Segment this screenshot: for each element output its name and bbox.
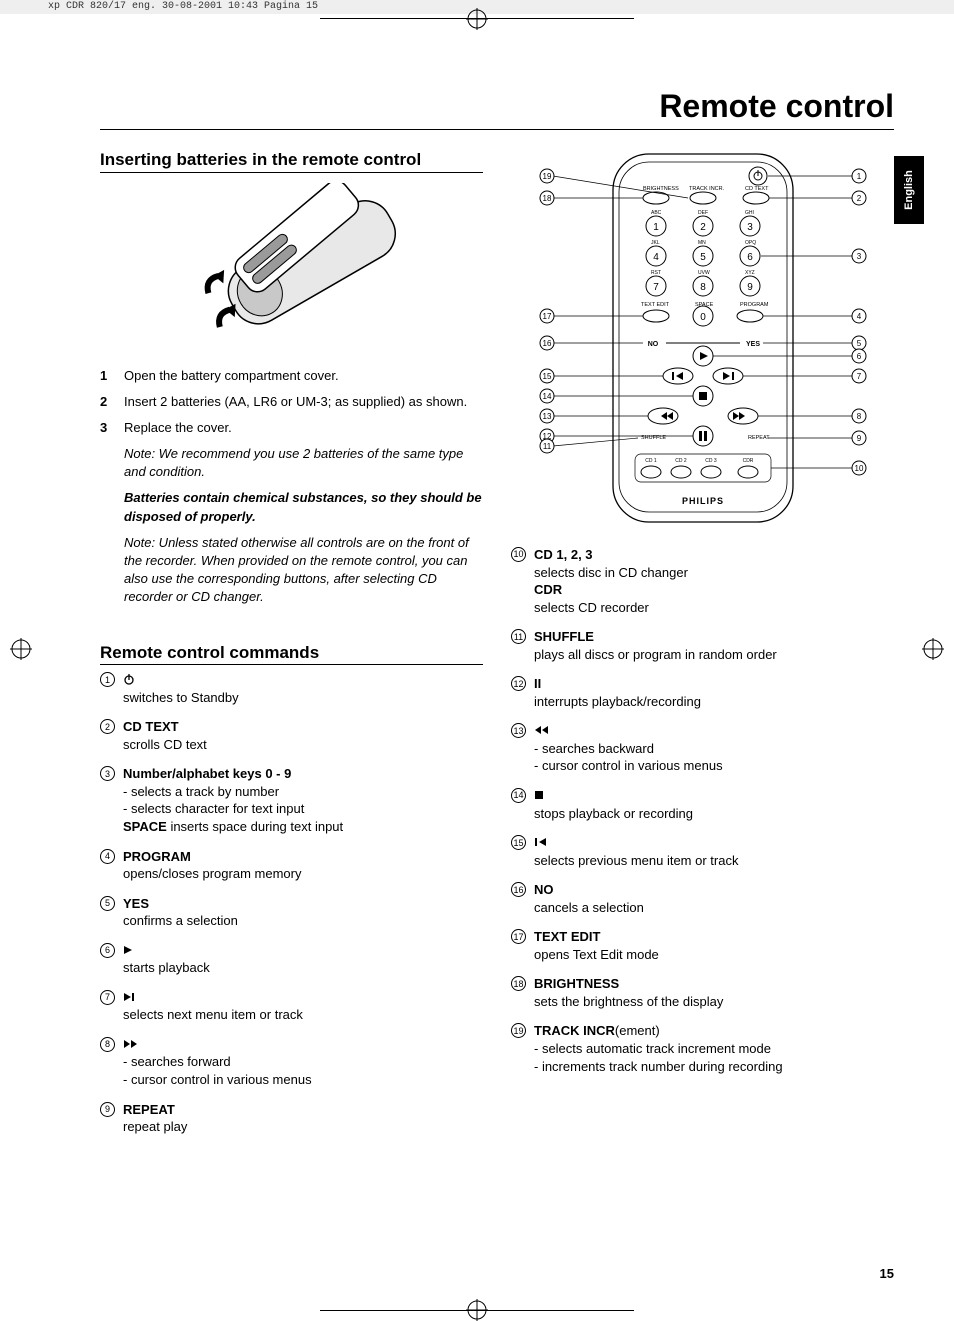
svg-text:17: 17 <box>542 312 551 321</box>
registration-mark-right <box>922 638 944 660</box>
svg-text:REPEAT: REPEAT <box>748 435 770 441</box>
svg-text:CD 2: CD 2 <box>675 458 687 464</box>
step-3: 3Replace the cover. <box>100 419 483 437</box>
svg-text:19: 19 <box>542 172 551 181</box>
registration-mark-left <box>10 638 32 660</box>
rew-icon <box>534 725 550 735</box>
cmd-1: 1 switches to Standby <box>100 671 483 706</box>
cmd-7: 7 selects next menu item or track <box>100 989 483 1024</box>
svg-text:6: 6 <box>747 252 753 263</box>
svg-text:DEF: DEF <box>698 210 708 216</box>
svg-text:OPQ: OPQ <box>745 240 756 246</box>
svg-text:13: 13 <box>542 412 551 421</box>
page-content: Remote control English Inserting batteri… <box>100 40 894 1281</box>
registration-mark-bottom <box>466 1299 488 1321</box>
svg-text:0: 0 <box>700 312 706 323</box>
svg-text:16: 16 <box>542 339 551 348</box>
cmd-13: 13 - searches backward - cursor control … <box>511 722 894 775</box>
svg-text:CDR: CDR <box>742 458 753 464</box>
commands-heading: Remote control commands <box>100 643 483 666</box>
cmd-19: 19 TRACK INCR(ement) - selects automatic… <box>511 1022 894 1075</box>
page-number: 15 <box>880 1266 894 1281</box>
cmd-4: 4 PROGRAMopens/closes program memory <box>100 848 483 883</box>
svg-text:15: 15 <box>542 372 551 381</box>
svg-text:BRIGHTNESS: BRIGHTNESS <box>643 186 679 192</box>
commands-right: 10 CD 1, 2, 3 selects disc in CD changer… <box>511 546 894 1075</box>
svg-text:RST: RST <box>651 270 661 276</box>
next-icon <box>123 992 137 1002</box>
svg-text:NO: NO <box>647 341 658 348</box>
cmd-8: 8 - searches forward - cursor control in… <box>100 1036 483 1089</box>
svg-text:GHI: GHI <box>745 210 754 216</box>
svg-text:2: 2 <box>700 222 706 233</box>
commands-left: 1 switches to Standby 2 CD TEXTscrolls C… <box>100 671 483 1135</box>
svg-text:JKL: JKL <box>651 240 660 246</box>
svg-text:4: 4 <box>653 252 659 263</box>
prev-icon <box>534 837 548 847</box>
battery-note-1: Note: We recommend you use 2 batteries o… <box>124 445 483 481</box>
svg-text:8: 8 <box>856 412 861 421</box>
svg-text:UVW: UVW <box>698 270 710 276</box>
svg-text:CD 1: CD 1 <box>645 458 657 464</box>
svg-text:ABC: ABC <box>651 210 662 216</box>
svg-text:10: 10 <box>854 464 863 473</box>
left-column: Inserting batteries in the remote contro… <box>100 142 483 1148</box>
svg-text:TRACK INCR.: TRACK INCR. <box>689 186 725 192</box>
cmd-17: 17 TEXT EDITopens Text Edit mode <box>511 928 894 963</box>
step-2: 2Insert 2 batteries (AA, LR6 or UM-3; as… <box>100 393 483 411</box>
svg-text:9: 9 <box>747 282 753 293</box>
cmd-2: 2 CD TEXTscrolls CD text <box>100 718 483 753</box>
svg-text:5: 5 <box>700 252 706 263</box>
cmd-12: 12 IIinterrupts playback/recording <box>511 675 894 710</box>
svg-text:CD 3: CD 3 <box>705 458 717 464</box>
battery-figure <box>100 183 483 353</box>
battery-steps: 1Open the battery compartment cover. 2In… <box>100 367 483 438</box>
svg-text:7: 7 <box>653 282 659 293</box>
cmd-3: 3 Number/alphabet keys 0 - 9 - selects a… <box>100 765 483 835</box>
play-icon <box>123 945 133 955</box>
cmd-14: 14 stops playback or recording <box>511 787 894 822</box>
page-title: Remote control <box>100 88 894 130</box>
svg-text:1: 1 <box>653 222 659 233</box>
cmd-18: 18 BRIGHTNESSsets the brightness of the … <box>511 975 894 1010</box>
svg-text:1: 1 <box>856 172 861 181</box>
batteries-heading: Inserting batteries in the remote contro… <box>100 150 483 173</box>
svg-text:11: 11 <box>542 442 551 451</box>
cmd-16: 16 NOcancels a selection <box>511 881 894 916</box>
svg-text:18: 18 <box>542 194 551 203</box>
svg-text:MN: MN <box>698 240 706 246</box>
svg-text:8: 8 <box>700 282 706 293</box>
standby-icon <box>123 673 135 685</box>
ffwd-icon <box>123 1039 139 1049</box>
cmd-15: 15 selects previous menu item or track <box>511 834 894 869</box>
cmd-6: 6 starts playback <box>100 942 483 977</box>
battery-warning: Batteries contain chemical substances, s… <box>124 489 483 525</box>
svg-text:7: 7 <box>856 372 861 381</box>
svg-text:4: 4 <box>856 312 861 321</box>
cmd-5: 5 YESconfirms a selection <box>100 895 483 930</box>
language-tab: English <box>894 156 924 224</box>
svg-text:YES: YES <box>745 341 759 348</box>
cmd-11: 11 SHUFFLEplays all discs or program in … <box>511 628 894 663</box>
svg-text:PROGRAM: PROGRAM <box>740 302 769 308</box>
svg-text:3: 3 <box>856 252 861 261</box>
svg-text:PHILIPS: PHILIPS <box>681 496 723 506</box>
svg-text:14: 14 <box>542 392 551 401</box>
svg-text:5: 5 <box>856 339 861 348</box>
cmd-10: 10 CD 1, 2, 3 selects disc in CD changer… <box>511 546 894 616</box>
cmd-9: 9 REPEATrepeat play <box>100 1101 483 1136</box>
battery-note-2: Note: Unless stated otherwise all contro… <box>124 534 483 607</box>
svg-text:6: 6 <box>856 352 861 361</box>
registration-mark-top <box>466 8 488 30</box>
step-1: 1Open the battery compartment cover. <box>100 367 483 385</box>
right-column: BRIGHTNESS TRACK INCR. CD TEXT ABC DEF G… <box>511 142 894 1148</box>
stop-icon <box>534 790 544 800</box>
svg-text:9: 9 <box>856 434 861 443</box>
svg-text:CD TEXT: CD TEXT <box>745 186 769 192</box>
svg-text:3: 3 <box>747 222 753 233</box>
svg-text:TEXT EDIT: TEXT EDIT <box>641 302 670 308</box>
svg-text:XYZ: XYZ <box>745 270 755 276</box>
remote-figure: BRIGHTNESS TRACK INCR. CD TEXT ABC DEF G… <box>511 148 894 528</box>
svg-text:2: 2 <box>856 194 861 203</box>
